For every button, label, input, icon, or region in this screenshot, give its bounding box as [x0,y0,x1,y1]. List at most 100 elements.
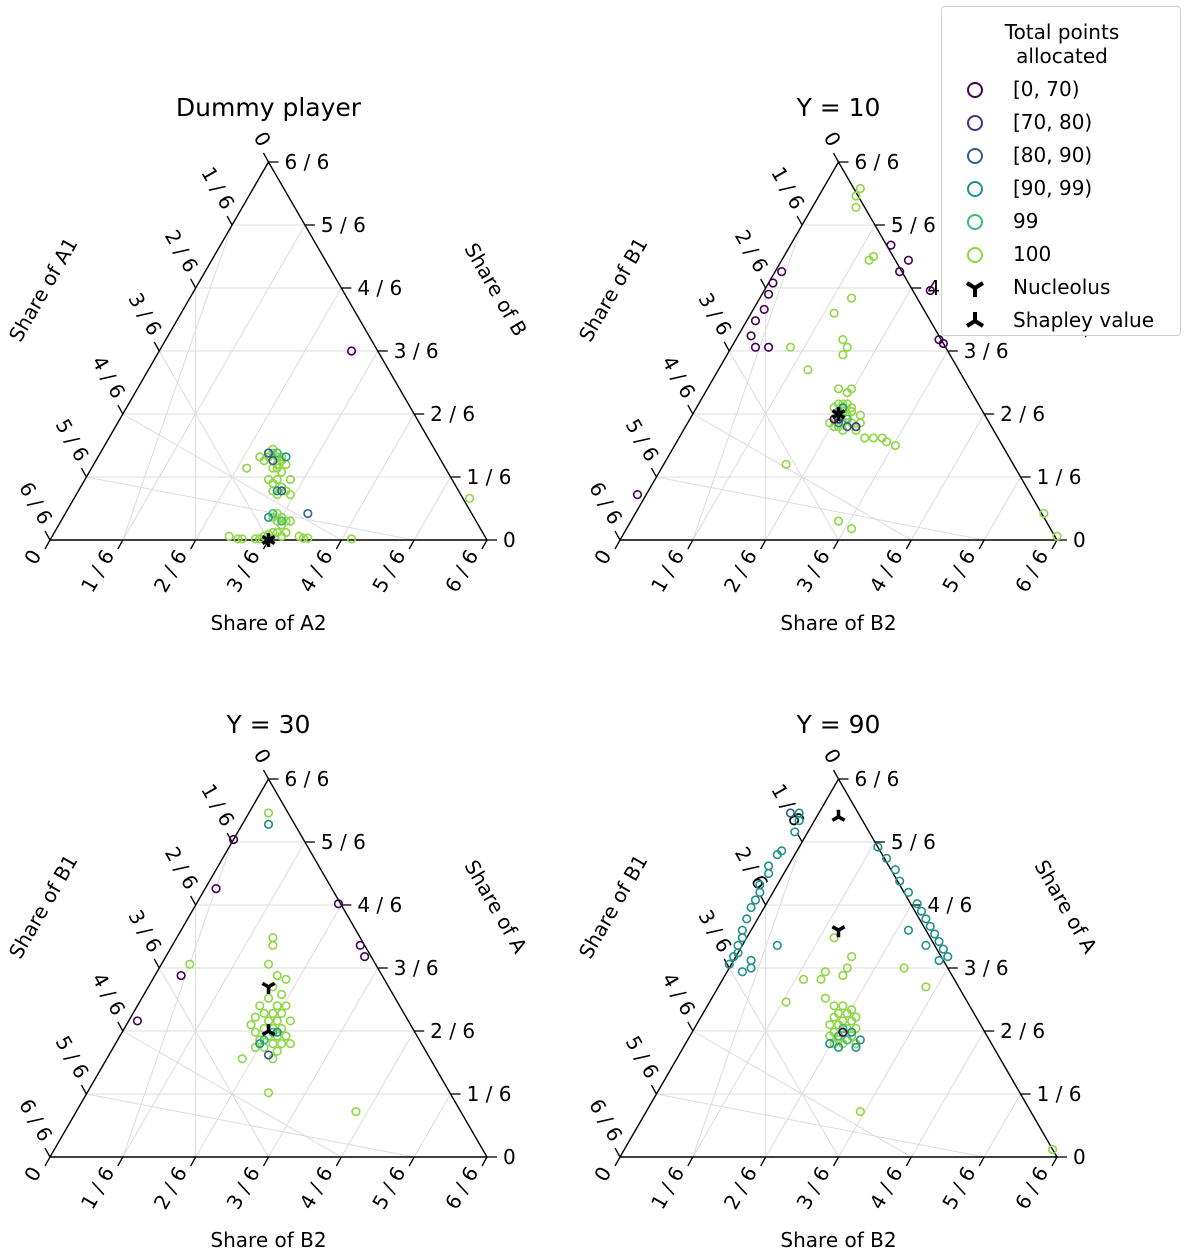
left-tick-label: 2 / 6 [160,843,203,894]
data-point [268,1038,278,1049]
data-point [464,493,475,504]
data-point [816,974,826,984]
shapley-marker-stroke [267,1029,276,1037]
ternary-panel-2: 0 0 0 1 / 6 1 / 6 1 / 6 2 / 6 2 / 6 2 / 6 3 / 6 3 … [4,710,532,1252]
grid-line [692,224,876,541]
data-point [250,1012,260,1022]
legend-title: Total points allocated [1004,20,1120,68]
left-tick-label: 2 / 6 [160,226,203,277]
bottom-tick [481,1156,488,1167]
shapley-marker-stroke [831,412,840,420]
left-axis-label: Share of B1 [574,233,653,346]
data-point [211,884,221,894]
shapley-marker [261,533,276,546]
data-point [277,467,287,477]
data-point [224,531,234,541]
data-point [825,1038,835,1049]
bottom-tick-label: 6 / 6 [440,546,483,597]
data-point [750,316,761,326]
legend-item-6: Nucleolus [954,273,1179,305]
bottom-tick [687,539,694,550]
data-point [237,1054,247,1064]
bottom-tick-label: 0 [589,1163,616,1186]
data-point [833,384,844,394]
data-point [228,834,239,845]
shapley-marker [831,809,846,822]
left-tick [832,152,840,163]
left-tick-label: 4 / 6 [657,352,700,403]
grid-line [983,476,1022,541]
bottom-tick-label: 1 / 6 [646,1163,689,1214]
data-point [833,516,844,526]
bottom-tick [614,1156,621,1167]
left-tick-label: 2 / 6 [730,226,773,277]
bottom-tick [262,1156,270,1167]
data-point [333,899,344,909]
data-point [255,1038,265,1049]
left-tick [723,341,730,352]
data-point [281,452,291,462]
data-point [268,940,278,950]
bottom-tick [832,1156,840,1167]
bottom-tick-label: 1 / 6 [76,1163,119,1214]
left-tick-label: 0 [249,744,276,767]
grid-line [910,413,985,541]
data-point [838,970,848,981]
left-tick-label: 4 / 6 [87,352,130,403]
data-point [798,974,809,984]
data-point [285,1016,295,1026]
chart-title: Dummy player [176,93,362,122]
legend-label: [80, 90) [1013,143,1093,167]
data-point [851,422,861,432]
bottom-tick [978,539,985,550]
right-tick-label: 6 / 6 [285,767,330,791]
bottom-tick-label: 6 / 6 [1010,546,1053,597]
data-point [838,1023,848,1034]
bottom-tick-label: 2 / 6 [149,1163,192,1214]
bottom-tick [978,1156,985,1167]
left-tick [117,404,124,415]
legend-item-2: [80, 90) [954,141,1179,173]
data-point [746,331,756,341]
data-point [847,1016,857,1026]
grid-line [656,476,985,541]
data-point [277,520,287,530]
data-point [847,524,857,534]
left-tick [723,958,730,969]
bottom-tick-label: 0 [19,1163,46,1186]
ternary-panel-0: 0 0 0 1 / 6 1 / 6 1 / 6 2 / 6 2 / 6 2 / 6 3 / 6 3 … [4,93,532,635]
data-point [890,865,900,875]
left-tick [614,1147,621,1158]
data-point [881,853,892,863]
bottom-tick-label: 3 / 6 [792,1163,835,1214]
data-point [790,827,800,837]
left-tick [153,341,160,352]
data-point [921,914,931,924]
shapley-marker [261,1024,276,1037]
left-tick-label: 3 / 6 [693,906,736,957]
data-point [263,1050,274,1060]
legend-item-7: Shapley value [954,306,1179,338]
data-point [268,456,278,466]
right-tick-label: 5 / 6 [321,830,366,854]
data-point [895,267,905,277]
right-tick-label: 4 / 6 [927,893,972,917]
left-tick [687,404,694,415]
data-point [250,534,260,544]
grid-line [340,413,415,541]
data-point [842,1035,852,1045]
data-point [724,959,734,969]
data-point [847,952,857,962]
data-point [263,1088,274,1098]
left-tick-label: 6 / 6 [14,1095,57,1146]
chart-title: Y = 90 [796,710,881,739]
data-point [938,338,948,349]
data-point [847,293,857,303]
bottom-tick-label: 3 / 6 [792,546,835,597]
left-tick-label: 0 [819,744,846,767]
data-point [263,819,274,829]
data-point [242,463,252,473]
data-point [1048,1144,1058,1155]
data-point [820,993,830,1003]
bottom-tick [408,1156,415,1167]
